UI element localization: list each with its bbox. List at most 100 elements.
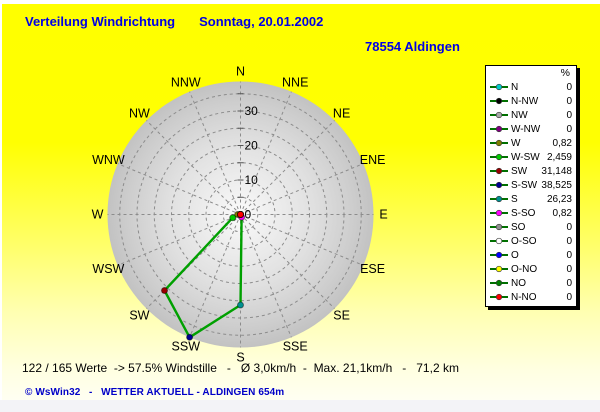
title-text: Verteilung Windrichtung	[25, 14, 176, 29]
station-label: 78554 Aldingen	[365, 39, 460, 54]
legend-row: W-NW 0	[489, 122, 572, 136]
legend-marker-icon	[490, 251, 508, 259]
legend-label: N	[511, 81, 519, 93]
legend-marker-icon	[490, 111, 508, 119]
legend-value: 0,82	[552, 137, 572, 149]
legend-row: W 0,82	[489, 136, 572, 150]
legend-label: S	[511, 193, 518, 205]
legend-label: W-SW	[511, 151, 540, 163]
legend-label: O-NO	[511, 263, 538, 275]
legend-value: 0,82	[552, 207, 572, 219]
legend-value: 0	[566, 109, 572, 121]
legend-row: N-NO 0	[489, 290, 572, 304]
legend-value: 0	[566, 263, 572, 275]
legend-marker-icon	[490, 237, 508, 245]
legend-value: 0	[566, 277, 572, 289]
legend-rows: N 0 N-NW 0 NW 0 W-NW 0 W 0,82 W-SW 2,459 SW 31,148 S-S…	[489, 80, 572, 304]
compass-label-SW: SW	[129, 309, 149, 323]
legend-value: 0	[566, 95, 572, 107]
legend-marker-icon	[490, 153, 508, 161]
legend-panel: % N 0 N-NW 0 NW 0 W-NW 0 W 0,82 W-SW 2,459 SW 31,148 S…	[485, 65, 577, 307]
legend-row: N-NW 0	[489, 94, 572, 108]
radial-tick-label: 30	[245, 104, 259, 118]
legend-label: NO	[511, 277, 526, 289]
legend-marker-icon	[490, 293, 508, 301]
point-S	[237, 301, 244, 309]
legend-marker-icon	[490, 265, 508, 273]
legend-row: NO 0	[489, 276, 572, 290]
legend-value: 38,525	[541, 179, 572, 191]
legend-row: S-SW 38,525	[489, 178, 572, 192]
legend-value: 0	[566, 249, 572, 261]
legend-label: NW	[511, 109, 528, 121]
compass-label-E: E	[379, 208, 387, 222]
legend-value: 0	[566, 235, 572, 247]
legend-marker-icon	[490, 139, 508, 147]
compass-label-SSE: SSE	[283, 340, 308, 354]
compass-label-NNW: NNW	[171, 75, 201, 89]
footer-credit: © WsWin32 - WETTER AKTUELL - ALDINGEN 65…	[25, 387, 285, 398]
legend-value: 26,23	[546, 193, 572, 205]
legend-row: NW 0	[489, 108, 572, 122]
data-points	[161, 211, 246, 341]
legend-value: 0	[566, 291, 572, 303]
legend-row: S-SO 0,82	[489, 206, 572, 220]
legend-value: 2,459	[546, 151, 572, 163]
point-SW	[161, 287, 168, 294]
bottom-margin	[0, 400, 600, 412]
legend-label: SW	[511, 165, 528, 177]
compass-label-N: N	[236, 65, 245, 79]
legend-row: SW 31,148	[489, 164, 572, 178]
compass-label-NE: NE	[333, 106, 350, 120]
legend-row: O-SO 0	[489, 234, 572, 248]
status-bar: 122 / 165 Werte -> 57.5% Windstille - Ø …	[22, 361, 459, 375]
page-title: Verteilung Windrichtung Sonntag, 20.01.20…	[25, 14, 323, 29]
radial-tick-label: 10	[245, 173, 259, 187]
legend-row: S 26,23	[489, 192, 572, 206]
legend-label: W	[511, 137, 521, 149]
radial-tick-label: 0	[245, 208, 252, 222]
legend-marker-icon	[490, 125, 508, 133]
legend-label: S-SO	[511, 207, 536, 219]
compass-label-NNE: NNE	[282, 75, 308, 89]
legend-label: O-SO	[511, 235, 537, 247]
legend-row: W-SW 2,459	[489, 150, 572, 164]
compass-label-W: W	[92, 208, 104, 222]
legend-marker-icon	[490, 209, 508, 217]
point-W-SW	[229, 214, 237, 222]
legend-marker-icon	[490, 195, 508, 203]
legend-row: O-NO 0	[489, 262, 572, 276]
compass-labels: N NNE NE ENE E ESE SE SSE S SSW SW WSW W WNW NW NNW	[92, 65, 388, 365]
legend-marker-icon	[490, 223, 508, 231]
legend-value: 0	[566, 81, 572, 93]
legend-unit-header: %	[560, 67, 570, 79]
radial-axis-labels: 0 10 20 30	[245, 104, 259, 222]
legend-label: O	[511, 249, 519, 261]
point-S-SW	[186, 333, 194, 341]
radial-axis-ticks	[237, 93, 244, 198]
compass-label-ENE: ENE	[360, 153, 386, 167]
legend-label: W-NW	[511, 123, 541, 135]
radial-tick-label: 20	[245, 139, 259, 153]
legend-row: SO 0	[489, 220, 572, 234]
legend-value: 31,148	[541, 165, 572, 177]
compass-label-WNW: WNW	[92, 153, 125, 167]
compass-label-SE: SE	[333, 309, 350, 323]
point-N-NO	[237, 211, 244, 218]
legend-value: 0	[566, 221, 572, 233]
legend-label: S-SW	[511, 179, 538, 191]
compass-label-NW: NW	[129, 106, 150, 120]
legend-marker-icon	[490, 83, 508, 91]
compass-label-S: S	[236, 351, 244, 365]
legend-label: SO	[511, 221, 526, 233]
compass-label-WSW: WSW	[92, 262, 124, 276]
legend-label: N-NO	[511, 291, 537, 303]
legend-marker-icon	[490, 181, 508, 189]
compass-label-ESE: ESE	[360, 262, 385, 276]
compass-label-SSW: SSW	[172, 340, 201, 354]
legend-marker-icon	[490, 279, 508, 287]
legend-marker-icon	[490, 97, 508, 105]
